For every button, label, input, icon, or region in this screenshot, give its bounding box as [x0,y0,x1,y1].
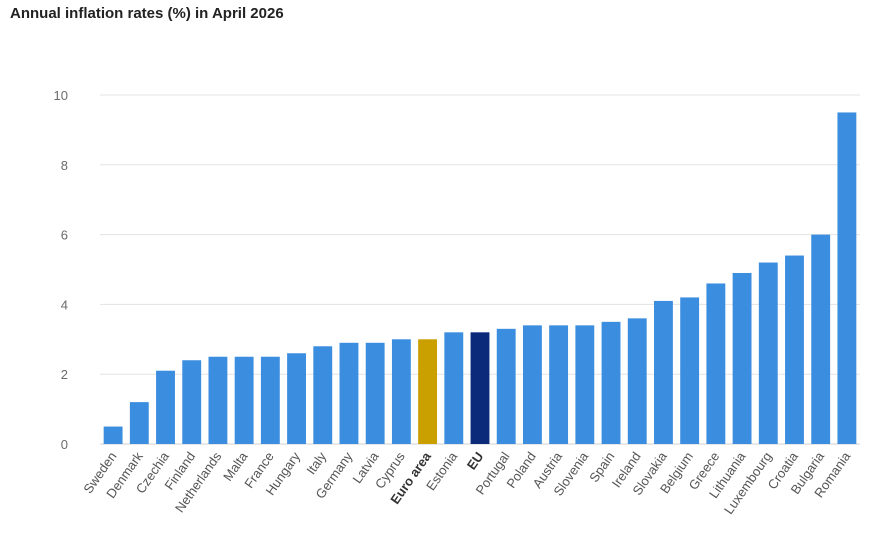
y-tick-label: 0 [61,437,68,452]
bar-hungary[interactable] [287,353,306,444]
bar-germany[interactable] [339,342,359,444]
bar-luxembourg[interactable] [758,262,778,444]
bar-spain[interactable] [601,321,621,444]
chart-title: Annual inflation rates (%) in April 2026 [10,5,284,22]
bar-portugal[interactable] [496,328,516,444]
bar-poland[interactable] [522,325,542,444]
bar-sweden[interactable] [103,426,123,444]
bar-croatia[interactable] [785,255,804,444]
bar-czechia[interactable] [156,370,175,444]
bar-eu[interactable] [470,332,490,444]
x-axis-labels: SwedenDenmarkCzechiaFinlandNetherlandsMa… [80,448,853,516]
bar-slovakia[interactable] [654,300,673,444]
y-tick-label: 2 [61,367,68,382]
y-tick-label: 8 [61,158,68,173]
y-tick-label: 6 [61,228,68,243]
bar-lithuania[interactable] [732,272,752,444]
bar-belgium[interactable] [680,297,700,444]
bars [103,112,857,444]
bar-italy[interactable] [313,346,333,444]
bar-estonia[interactable] [444,332,464,444]
bar-bulgaria[interactable] [811,234,831,444]
bar-austria[interactable] [549,325,569,444]
bar-denmark[interactable] [129,402,149,444]
bar-malta[interactable] [234,356,254,444]
bar-romania[interactable] [837,112,857,444]
x-tick-label: EU [464,449,487,472]
bar-ireland[interactable] [627,318,647,444]
y-tick-label: 4 [61,297,68,312]
y-tick-label: 10 [54,88,68,103]
bar-slovenia[interactable] [575,325,595,444]
bar-finland[interactable] [182,360,202,444]
y-axis-ticks: 0 2 4 6 8 10 [54,88,68,452]
bar-netherlands[interactable] [208,356,228,444]
bar-france[interactable] [260,356,280,444]
bar-latvia[interactable] [365,342,385,444]
bar-greece[interactable] [706,283,726,444]
bar-cyprus[interactable] [391,339,411,444]
bar-euro-area[interactable] [418,339,438,444]
